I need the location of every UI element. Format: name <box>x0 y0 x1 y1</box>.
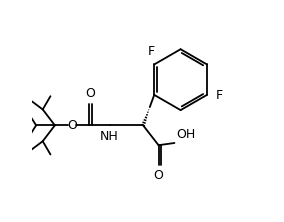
Text: F: F <box>215 89 222 103</box>
Text: O: O <box>67 119 77 132</box>
Text: F: F <box>147 45 154 58</box>
Text: OH: OH <box>176 128 195 141</box>
Text: O: O <box>154 169 164 182</box>
Text: O: O <box>86 87 95 100</box>
Text: NH: NH <box>99 130 118 143</box>
